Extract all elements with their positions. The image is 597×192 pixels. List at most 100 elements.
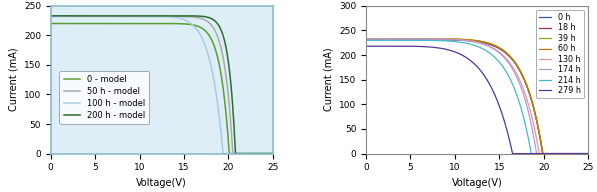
- 18 h: [362, 38, 370, 41]
- 18 h: [491, 45, 498, 47]
- 50 h - model: [216, 40, 223, 42]
- 50 h - model: [269, 152, 276, 155]
- 130 h: [491, 48, 498, 50]
- 100 h - model: [176, 17, 183, 19]
- 39 h: [540, 152, 547, 155]
- 100 h - model: [216, 115, 223, 117]
- 39 h: [531, 109, 538, 112]
- 60 h: [584, 152, 592, 155]
- 174 h: [497, 53, 504, 55]
- 0 - model: [47, 22, 54, 25]
- 0 h: [376, 39, 383, 41]
- 100 h - model: [189, 23, 196, 26]
- 279 h: [491, 94, 498, 96]
- X-axis label: Voltage(V): Voltage(V): [136, 178, 187, 188]
- Line: 214 h: 214 h: [366, 40, 588, 154]
- 174 h: [491, 49, 498, 51]
- 0 - model: [216, 63, 223, 65]
- 174 h: [376, 38, 383, 41]
- 174 h: [531, 140, 538, 142]
- 0 h: [504, 53, 511, 56]
- 200 h - model: [269, 152, 276, 155]
- 174 h: [504, 60, 511, 63]
- 39 h: [497, 47, 504, 50]
- 60 h: [531, 109, 538, 112]
- 0 h: [531, 110, 538, 112]
- 130 h: [504, 59, 511, 61]
- Line: 0 - model: 0 - model: [51, 23, 273, 154]
- 214 h: [504, 73, 511, 75]
- 214 h: [531, 152, 538, 155]
- 100 h - model: [220, 152, 227, 155]
- 214 h: [497, 63, 504, 65]
- 214 h: [491, 56, 498, 59]
- 39 h: [504, 53, 511, 55]
- 130 h: [536, 152, 543, 155]
- 0 h: [362, 39, 370, 41]
- 39 h: [554, 152, 561, 155]
- 214 h: [362, 39, 370, 41]
- Legend: 0 - model, 50 h - model, 100 h - model, 200 h - model: 0 - model, 50 h - model, 100 h - model, …: [59, 71, 149, 124]
- Y-axis label: Current (mA): Current (mA): [8, 48, 19, 112]
- 60 h: [497, 47, 504, 50]
- 18 h: [554, 152, 561, 155]
- X-axis label: Voltage(V): Voltage(V): [452, 178, 503, 188]
- 50 h - model: [61, 15, 68, 17]
- Line: 100 h - model: 100 h - model: [51, 16, 273, 154]
- 200 h - model: [176, 15, 183, 17]
- 0 - model: [189, 24, 196, 26]
- 279 h: [497, 109, 504, 111]
- 279 h: [531, 152, 538, 155]
- Line: 279 h: 279 h: [366, 46, 588, 154]
- 200 h - model: [47, 15, 54, 17]
- 130 h: [497, 52, 504, 55]
- 130 h: [362, 38, 370, 40]
- 0 - model: [239, 152, 246, 155]
- 0 h: [540, 152, 547, 155]
- 279 h: [362, 45, 370, 47]
- 100 h - model: [61, 15, 68, 17]
- 0 - model: [226, 152, 233, 155]
- Line: 50 h - model: 50 h - model: [51, 16, 273, 154]
- 100 h - model: [182, 19, 189, 21]
- 0 - model: [182, 23, 189, 25]
- 60 h: [504, 53, 511, 55]
- 279 h: [584, 152, 592, 155]
- 0 h: [497, 48, 504, 51]
- 60 h: [376, 38, 383, 40]
- 18 h: [584, 152, 592, 155]
- 0 h: [491, 45, 498, 48]
- 39 h: [584, 152, 592, 155]
- 0 - model: [269, 152, 276, 155]
- Line: 60 h: 60 h: [366, 39, 588, 154]
- Line: 200 h - model: 200 h - model: [51, 16, 273, 154]
- Line: 130 h: 130 h: [366, 39, 588, 154]
- 279 h: [554, 152, 561, 155]
- Line: 18 h: 18 h: [366, 39, 588, 154]
- 50 h - model: [229, 152, 236, 155]
- 200 h - model: [216, 25, 223, 27]
- 130 h: [531, 127, 538, 129]
- 50 h - model: [239, 152, 246, 155]
- Y-axis label: Current (mA): Current (mA): [324, 48, 334, 112]
- 0 - model: [176, 22, 183, 25]
- 39 h: [376, 38, 383, 40]
- 18 h: [531, 110, 538, 112]
- 174 h: [584, 152, 592, 155]
- 60 h: [554, 152, 561, 155]
- 50 h - model: [182, 15, 189, 18]
- 200 h - model: [189, 15, 196, 17]
- 100 h - model: [269, 152, 276, 155]
- 0 - model: [61, 22, 68, 25]
- 50 h - model: [176, 15, 183, 18]
- Line: 0 h: 0 h: [366, 40, 588, 154]
- 214 h: [584, 152, 592, 155]
- 39 h: [491, 44, 498, 47]
- 174 h: [554, 152, 561, 155]
- 279 h: [376, 45, 383, 47]
- 174 h: [533, 152, 540, 155]
- 39 h: [362, 38, 370, 40]
- 279 h: [504, 131, 511, 133]
- Line: 39 h: 39 h: [366, 39, 588, 154]
- 0 h: [584, 152, 592, 155]
